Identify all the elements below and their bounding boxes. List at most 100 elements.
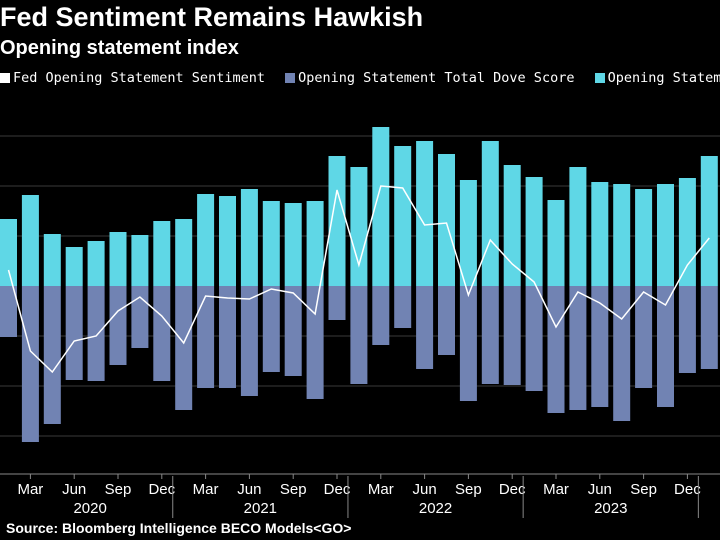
dove-bar	[525, 286, 543, 391]
hawk-bar	[0, 219, 17, 286]
dove-bar	[197, 286, 215, 388]
legend-label-hawk: Opening Statement Total Hawk Score	[607, 70, 720, 86]
hawk-bar	[240, 189, 258, 286]
hawk-bar	[503, 165, 521, 286]
legend-label-sentiment: Fed Opening Statement Sentiment	[13, 70, 265, 86]
x-tick-label: Sep	[280, 481, 307, 498]
hawk-bar	[481, 141, 499, 286]
sentiment-line	[7, 185, 710, 374]
hawk-bar	[591, 182, 609, 286]
dove-bar	[635, 286, 653, 388]
hawk-bar	[197, 194, 215, 286]
hawk-bar	[109, 232, 127, 286]
dove-bar	[547, 286, 565, 413]
dove-bar	[328, 286, 346, 320]
dove-bar	[175, 286, 193, 410]
hawk-bar	[306, 201, 324, 286]
dove-bar	[613, 286, 631, 421]
dove-bar	[219, 286, 236, 388]
dove-bar	[131, 286, 149, 348]
year-label: 2023	[594, 500, 627, 517]
x-tick-label: Sep	[105, 481, 132, 498]
hawk-bar	[613, 184, 631, 286]
dove-bar	[306, 286, 324, 399]
hawk-bar	[394, 146, 412, 286]
year-label: 2022	[419, 500, 452, 517]
dove-bar	[459, 286, 477, 401]
year-label: 2021	[244, 500, 277, 517]
legend-item-dove: Opening Statement Total Dove Score	[285, 70, 574, 86]
dove-bar	[350, 286, 368, 384]
hawk-bar	[678, 178, 696, 286]
legend-swatch-sentiment	[0, 73, 10, 83]
dove-bar	[109, 286, 127, 365]
hawk-bar	[525, 177, 543, 286]
dove-bar	[700, 286, 718, 369]
legend-item-hawk: Opening Statement Total Hawk Score	[594, 70, 720, 86]
dove-bar	[240, 286, 258, 396]
hawk-bar	[569, 167, 587, 286]
x-tick-label: Sep	[630, 481, 657, 498]
hawk-bar	[65, 247, 83, 286]
dove-bar	[416, 286, 434, 369]
x-tick-label: Jun	[413, 481, 437, 498]
dove-bar	[678, 286, 696, 373]
hawk-bar	[416, 141, 434, 286]
dove-bar	[657, 286, 674, 407]
dove-bar	[481, 286, 499, 384]
hawk-bar	[700, 156, 718, 286]
hawk-bar	[284, 203, 302, 286]
dove-bar	[394, 286, 412, 328]
x-tick-label: Mar	[193, 481, 219, 498]
x-tick-label: Mar	[17, 481, 43, 498]
chart-source: Source: Bloomberg Intelligence BECO Mode…	[6, 520, 352, 536]
x-tick-label: Jun	[237, 481, 261, 498]
dove-bar	[569, 286, 587, 410]
dove-bar	[65, 286, 83, 380]
x-tick-label: Jun	[588, 481, 612, 498]
hawk-bar	[262, 201, 280, 286]
dove-bar	[262, 286, 280, 372]
hawk-bar	[43, 234, 61, 286]
dove-bar	[21, 286, 39, 442]
hawk-bar	[131, 235, 149, 286]
dove-bar	[591, 286, 609, 407]
legend-swatch-dove	[285, 73, 296, 83]
x-tick-label: Sep	[455, 481, 482, 498]
chart-subtitle: Opening statement index	[0, 37, 239, 59]
year-label: 2020	[73, 500, 106, 517]
dove-bar	[372, 286, 390, 345]
hawk-bar	[547, 200, 565, 286]
chart-legend: Fed Opening Statement Sentiment Opening …	[0, 70, 720, 90]
legend-swatch-hawk	[594, 73, 605, 83]
x-tick-label: Dec	[148, 481, 175, 498]
dove-bar	[43, 286, 61, 424]
hawk-bar	[657, 184, 674, 286]
x-tick-label: Mar	[368, 481, 394, 498]
dove-bar	[438, 286, 455, 355]
dove-bar	[87, 286, 105, 381]
dove-bar	[0, 286, 17, 337]
hawk-bar	[219, 196, 236, 286]
x-tick-label: Jun	[62, 481, 86, 498]
x-tick-label: Dec	[674, 481, 701, 498]
hawk-bar	[328, 156, 346, 286]
dove-bar	[153, 286, 171, 381]
hawk-bar	[87, 241, 105, 286]
hawk-bar	[635, 189, 653, 286]
x-tick-label: Dec	[324, 481, 351, 498]
hawk-bar	[350, 167, 368, 286]
x-tick-label: Dec	[499, 481, 526, 498]
legend-label-dove: Opening Statement Total Dove Score	[298, 70, 575, 86]
hawk-bar	[21, 195, 39, 286]
hawk-bar	[175, 219, 193, 286]
hawk-bar	[438, 154, 455, 286]
hawk-bar	[459, 180, 477, 286]
x-tick-label: Mar	[543, 481, 569, 498]
hawk-bar	[372, 127, 390, 286]
dove-bar	[503, 286, 521, 385]
chart-title: Fed Sentiment Remains Hawkish	[0, 2, 424, 32]
dove-bar	[284, 286, 302, 376]
hawk-bar	[153, 221, 171, 286]
